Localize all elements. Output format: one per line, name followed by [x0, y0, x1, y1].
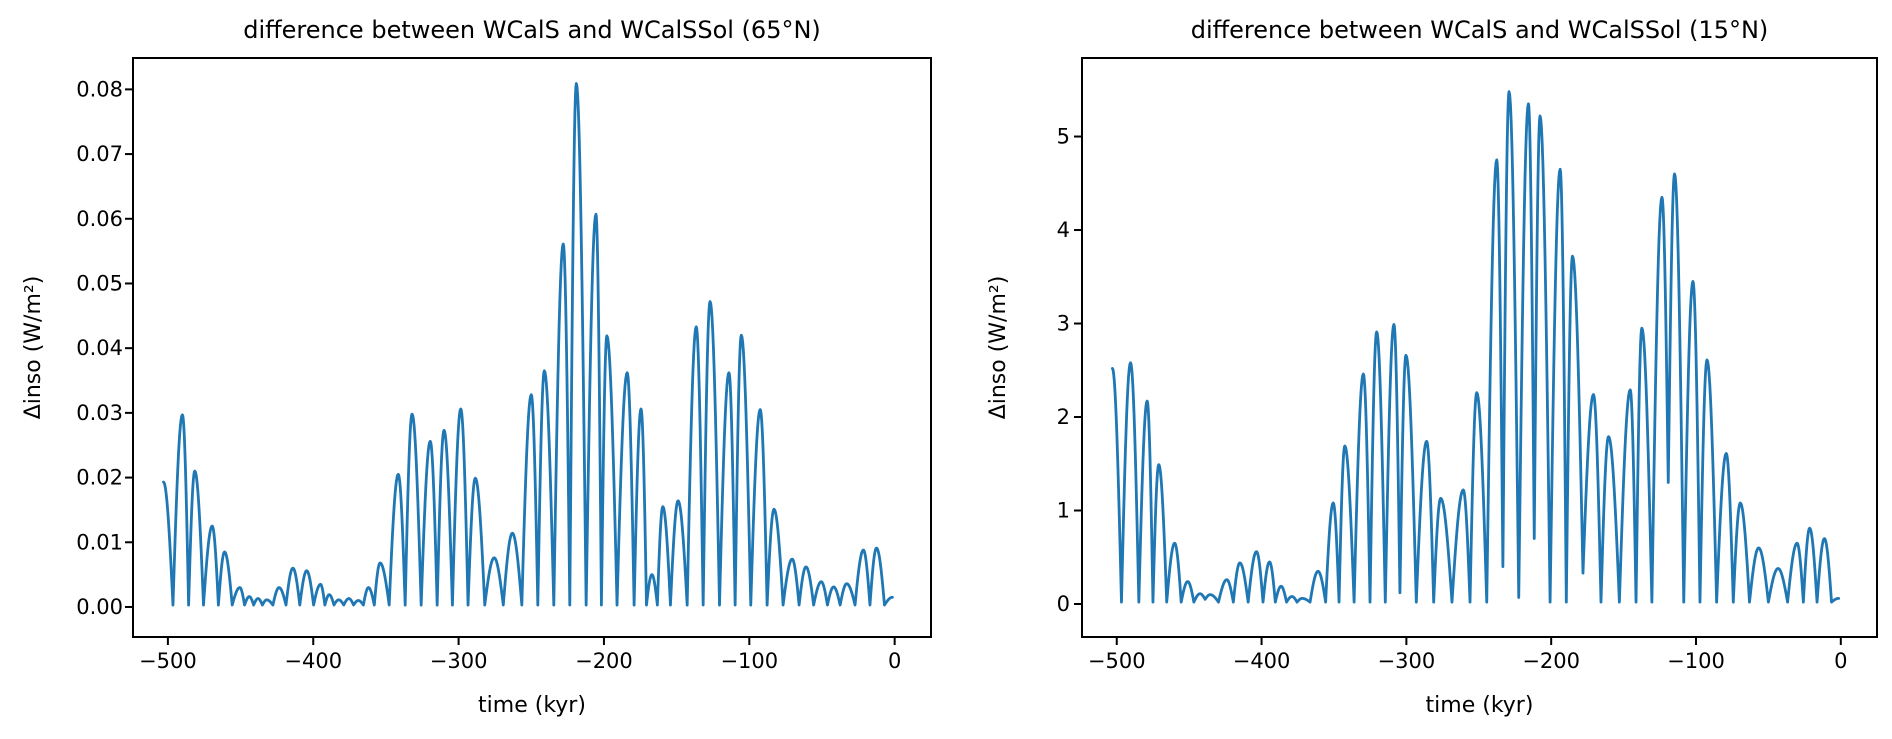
x-tick-label: −500 — [139, 649, 197, 673]
y-tick-label: 0.07 — [76, 142, 123, 166]
data-line-65N — [162, 82, 894, 607]
x-tick-label: 0 — [1834, 649, 1847, 673]
series-line — [162, 82, 894, 607]
y-tick-label: 4 — [1057, 218, 1070, 242]
y-tick-label: 0 — [1057, 592, 1070, 616]
y-tick-label: 0.02 — [76, 466, 123, 490]
x-tick-label: −400 — [1233, 649, 1291, 673]
chart-title-65N: difference between WCalS and WCalSSol (6… — [243, 16, 821, 44]
x-tick-label: 0 — [888, 649, 901, 673]
data-line-15N — [1111, 90, 1841, 604]
chart-15N: −500 −400 −300 −200 −100 0 0 1 2 3 4 5 difference b… — [986, 16, 1878, 718]
y-axis-label-15N: Δinso (W/m²) — [986, 276, 1011, 420]
y-tick-label: 5 — [1057, 125, 1070, 149]
plot-area-65N — [132, 57, 932, 638]
x-tick-label: −200 — [575, 649, 633, 673]
axis-ticks-15N: −500 −400 −300 −200 −100 0 0 1 2 3 4 5 — [1057, 125, 1848, 673]
x-tick-label: −100 — [720, 649, 778, 673]
x-tick-label: −300 — [1378, 649, 1436, 673]
y-tick-label: 0.00 — [76, 595, 123, 619]
y-tick-label: 1 — [1057, 499, 1070, 523]
x-tick-label: −500 — [1088, 649, 1146, 673]
y-tick-label: 0.04 — [76, 336, 123, 360]
y-tick-label: 0.06 — [76, 207, 123, 231]
y-tick-label: 0.05 — [76, 271, 123, 295]
x-tick-label: −300 — [430, 649, 488, 673]
y-tick-label: 3 — [1057, 312, 1070, 336]
chart-65N: −500 −400 −300 −200 −100 0 0.00 0.01 0.02 0.03 0.0… — [21, 16, 932, 718]
y-tick-label: 0.01 — [76, 530, 123, 554]
chart-title-15N: difference between WCalS and WCalSSol (1… — [1191, 16, 1769, 44]
y-tick-label: 0.08 — [76, 77, 123, 101]
y-tick-label: 0.03 — [76, 401, 123, 425]
series-line — [1111, 90, 1841, 604]
x-tick-label: −400 — [284, 649, 342, 673]
x-tick-label: −200 — [1522, 649, 1580, 673]
x-tick-label: −100 — [1667, 649, 1725, 673]
x-axis-label-65N: time (kyr) — [478, 693, 586, 718]
y-axis-label-65N: Δinso (W/m²) — [21, 276, 46, 420]
x-axis-label-15N: time (kyr) — [1426, 693, 1534, 718]
axis-ticks-65N: −500 −400 −300 −200 −100 0 0.00 0.01 0.02 0.03 0.0… — [76, 77, 901, 673]
y-tick-label: 2 — [1057, 405, 1070, 429]
